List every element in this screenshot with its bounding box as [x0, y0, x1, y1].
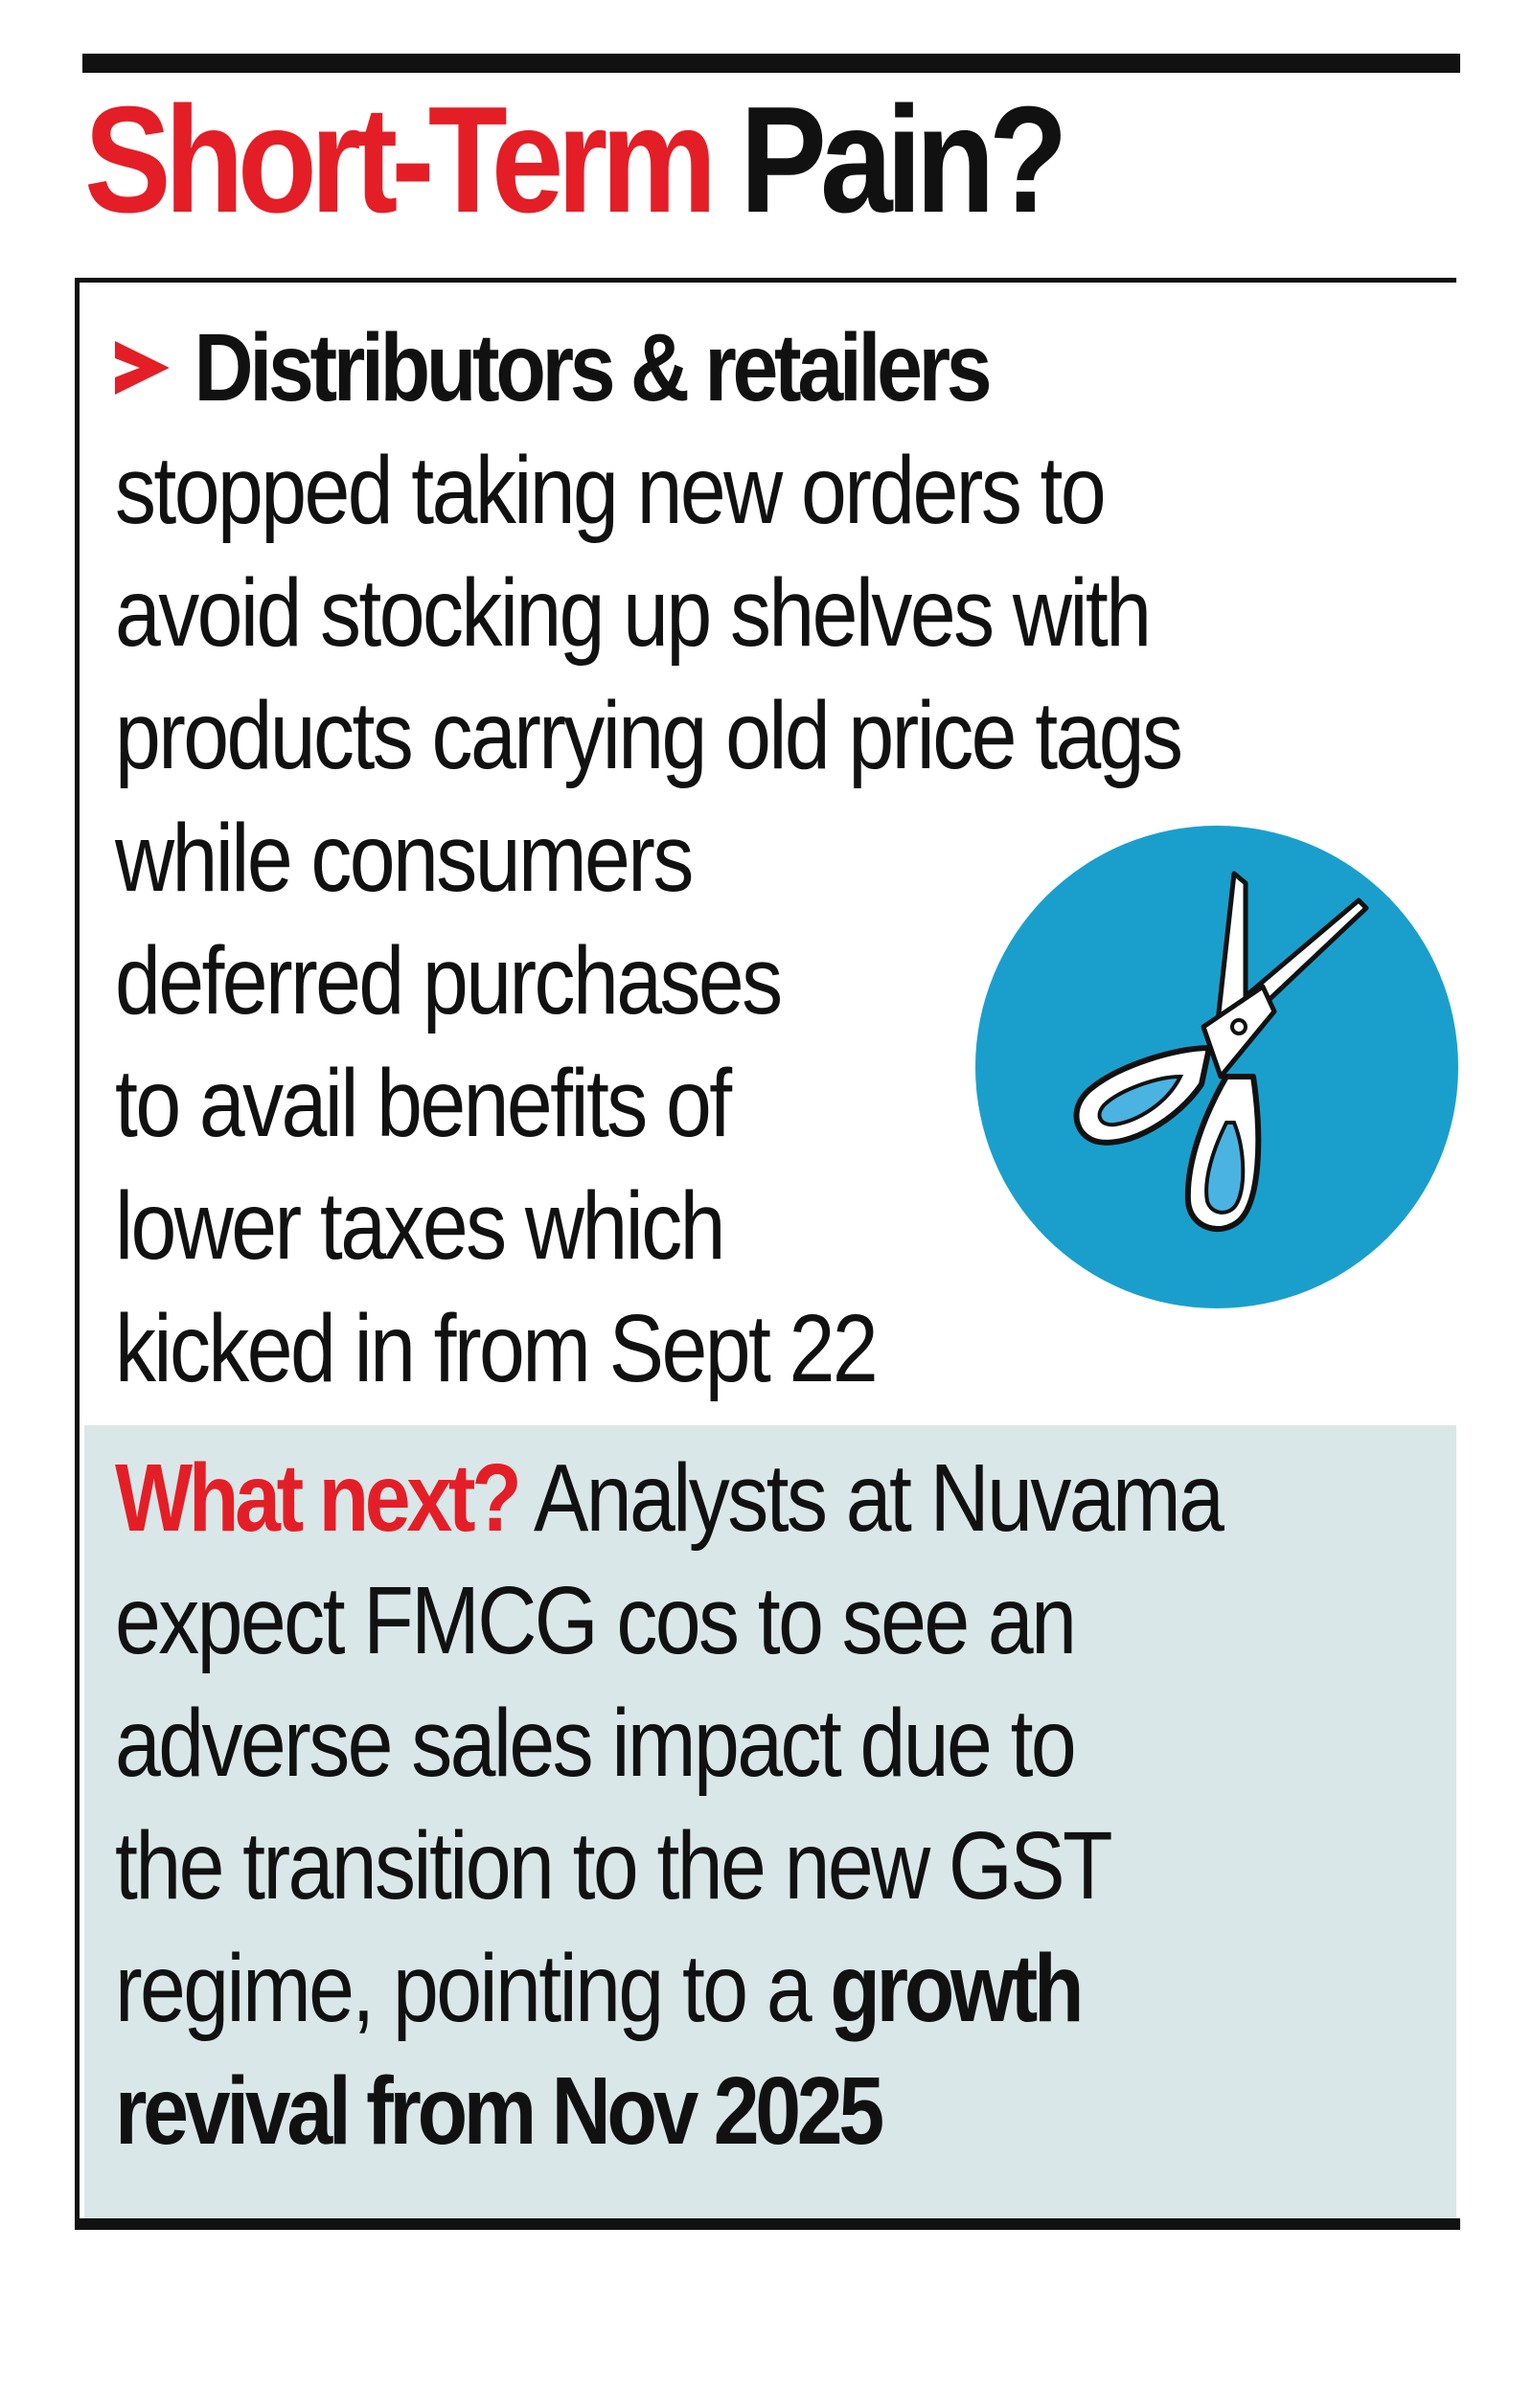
bottom-rule [75, 2218, 1460, 2230]
scissors-icon [975, 826, 1458, 1308]
lead-line: Distributors & retailers [115, 307, 1180, 429]
section-what-next: What next? Analysts at Nuvama expect FMC… [115, 1437, 1224, 2172]
emphasis-text: growth [830, 1935, 1084, 2042]
body-line: to avail benefits of [115, 1050, 732, 1157]
body-line: adverse sales impact due to [115, 1690, 1077, 1797]
lead-text: Distributors & retailers [194, 314, 993, 421]
headline: Short-Term Pain? [84, 84, 1068, 236]
what-next-line: What next? Analysts at Nuvama [115, 1437, 1224, 1559]
body-line: regime, pointing to a growth [115, 1927, 1222, 2050]
body-text: regime, pointing to a [115, 1935, 831, 2042]
content-box [75, 278, 1456, 2224]
what-next-text: Analysts at Nuvama [517, 1444, 1224, 1552]
body-line: the transition to the new GST [115, 1812, 1113, 1920]
arrowhead-icon [115, 341, 170, 395]
headline-part1: Short-Term [84, 76, 717, 244]
section-distributors: Distributors & retailers stopped taking … [115, 307, 1183, 1410]
headline-part2: Pain? [740, 76, 1067, 244]
body-line: avoid stocking up shelves with [115, 559, 1152, 667]
body-line: expect FMCG cos to see an [115, 1567, 1077, 1674]
body-line: while consumers [115, 805, 694, 912]
body-line: deferred purchases [115, 927, 783, 1034]
body-line: kicked in from Sept 22 [115, 1295, 879, 1402]
top-rule [82, 54, 1460, 73]
what-next-panel [84, 1425, 1456, 2218]
body-line: products carrying old price tags [115, 682, 1183, 789]
body-line: stopped taking new orders to [115, 437, 1107, 544]
emphasis-line: revival from Nov 2025 [115, 2057, 884, 2165]
body-line: lower taxes which [115, 1172, 725, 1280]
what-next-label: What next? [115, 1444, 522, 1552]
